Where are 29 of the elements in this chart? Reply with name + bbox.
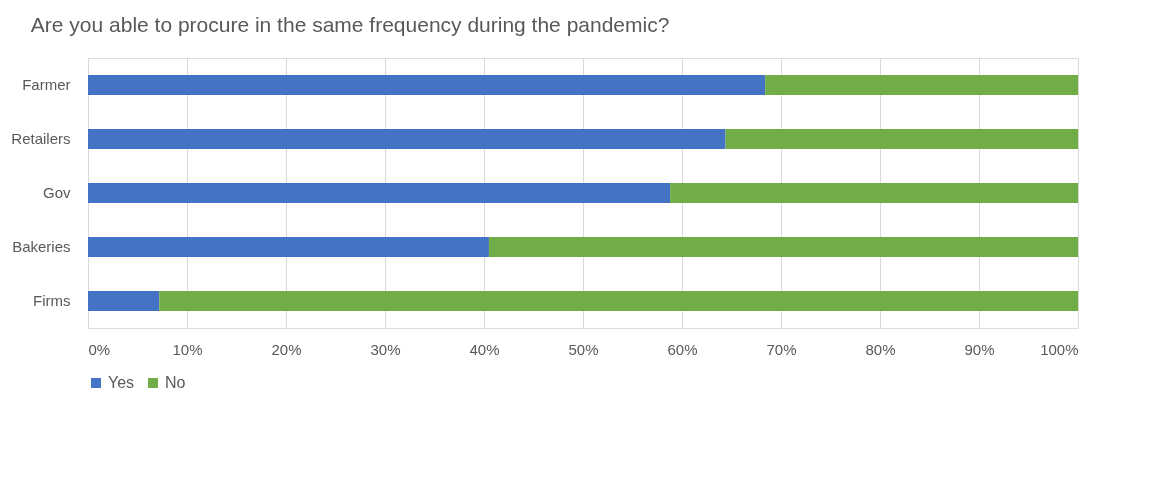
bar [159,291,1078,311]
chart-title: Are you able to procure in the same frequency during the pandemic? [30,13,670,36]
bar [765,75,1078,95]
x-tick-label: 100% [1040,340,1079,358]
bar [670,183,1078,203]
x-tick-label: 0% [88,340,111,358]
legend-label: No [165,374,186,391]
bar [88,129,726,149]
x-tick-label: 50% [568,340,599,358]
x-tick-label: 90% [964,340,995,358]
y-tick-label: Farmer [22,76,71,93]
y-tick-label: Firms [33,292,71,309]
x-tick-label: 80% [865,340,896,358]
x-tick-label: 10% [172,340,203,358]
bar [88,183,671,203]
bar [88,75,766,95]
bar [488,237,1078,257]
bar [88,237,489,257]
legend-label: Yes [108,374,135,391]
x-tick-label: 30% [370,340,401,358]
x-tick-label: 60% [667,340,698,358]
x-tick-label: 40% [469,340,500,358]
bar [725,129,1078,149]
y-tick-label: Gov [42,184,71,201]
y-tick-label: Bakeries [12,238,71,255]
y-tick-label: Retailers [11,130,71,147]
bar [88,291,160,311]
x-tick-label: 20% [271,340,302,358]
x-tick-label: 70% [766,340,797,358]
